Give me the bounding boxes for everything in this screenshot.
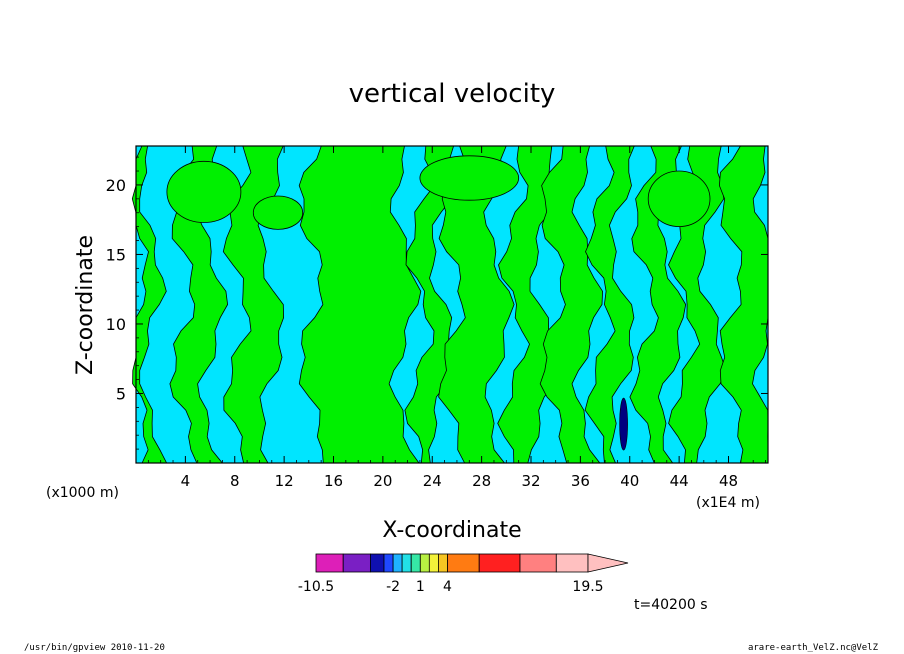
updraft-patch (252, 195, 304, 230)
y-tick-label: 5 (116, 384, 126, 403)
x-tick-label: 20 (373, 472, 392, 490)
x-tick-label: 36 (571, 472, 590, 490)
plot-area (131, 145, 769, 464)
x-tick-label: 28 (472, 472, 491, 490)
x-tick-label: 24 (423, 472, 442, 490)
colorbar-segment (315, 553, 344, 573)
colorbar-extension (587, 553, 629, 573)
x-axis-label: X-coordinate (382, 518, 521, 543)
x-tick-label: 8 (230, 472, 240, 490)
colorbar-segment (383, 553, 394, 573)
x-unit-label: (x1E4 m) (696, 495, 760, 511)
updraft-patch (647, 170, 711, 227)
colorbar-segment (369, 553, 385, 573)
colorbar-segment (410, 553, 421, 573)
x-tick-label: 44 (670, 472, 689, 490)
colorbar-segment (437, 553, 448, 573)
chart-title: vertical velocity (349, 79, 556, 109)
footer-right: arare-earth_VelZ.nc@VelZ (748, 643, 879, 653)
y-axis: 5 10 15 20 (106, 156, 768, 450)
colorbar-label: -2 (386, 579, 400, 595)
y-tick-label: 20 (106, 176, 126, 195)
x-tick-label: 40 (620, 472, 639, 490)
updraft-patch (419, 155, 520, 201)
x-tick-label: 12 (275, 472, 294, 490)
x-axis: 4 8 12 16 20 24 28 32 36 40 44 48 (147, 146, 766, 490)
colorbar-segment (519, 553, 557, 573)
x-tick-label: 16 (324, 472, 343, 490)
x-tick-label: 48 (719, 472, 738, 490)
time-label: t=40200 s (634, 597, 708, 613)
colorbar-segment (342, 553, 371, 573)
colorbar-labels: -10.5 -2 1 4 19.5 (298, 579, 604, 595)
downdraft-cell (619, 397, 628, 451)
colorbar-segment (447, 553, 480, 573)
colorbar-label: 4 (443, 579, 452, 595)
colorbar-segment (401, 553, 412, 573)
colorbar-segment (478, 553, 521, 573)
y-tick-label: 15 (106, 245, 126, 264)
y-tick-label: 10 (106, 315, 126, 334)
x-tick-label: 4 (181, 472, 191, 490)
colorbar (315, 553, 629, 573)
colorbar-segment (419, 553, 430, 573)
colorbar-segment (555, 553, 589, 573)
colorbar-label: -10.5 (298, 579, 334, 595)
plot-frame (135, 145, 769, 464)
y-unit-label: (x1000 m) (46, 485, 119, 501)
footer-left: /usr/bin/gpview 2010-11-20 (24, 643, 165, 653)
y-axis-label: Z-coordinate (73, 235, 98, 375)
updraft-patch (166, 160, 242, 223)
colorbar-segment (392, 553, 403, 573)
x-tick-label: 32 (521, 472, 540, 490)
colorbar-segment (428, 553, 439, 573)
colorbar-label: 19.5 (572, 579, 603, 595)
colorbar-label: 1 (416, 579, 425, 595)
